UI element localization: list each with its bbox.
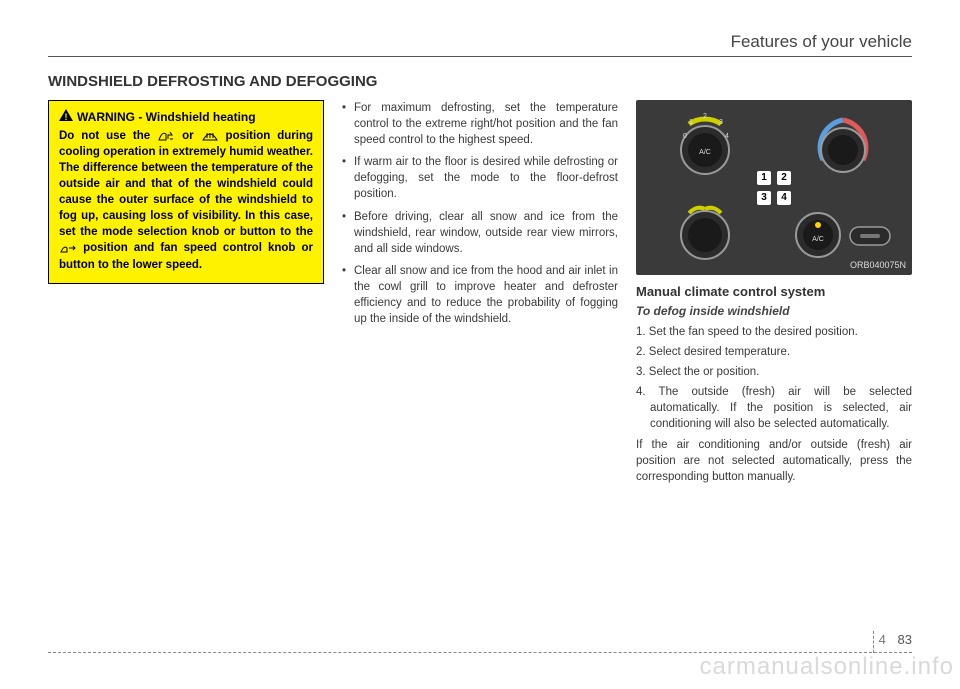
header-rule: Features of your vehicle (48, 32, 912, 57)
warning-text-3: position and fan speed control knob or b… (59, 242, 313, 270)
step-item: 3. Select the or position. (636, 364, 912, 380)
face-mode-icon (59, 243, 77, 254)
after-steps-text: If the air conditioning and/or outside (… (636, 437, 912, 485)
dial-mode: 3 (636, 188, 774, 276)
svg-text:!: ! (65, 112, 68, 121)
svg-text:0: 0 (683, 133, 687, 140)
page-number: 4 83 (879, 632, 912, 647)
dial-fan-speed: A/C 0 1 2 3 4 1 (636, 100, 774, 188)
climate-control-figure: A/C 0 1 2 3 4 1 (636, 100, 912, 275)
warning-box: ! WARNING - Windshield heating Do not us… (48, 100, 324, 284)
section-title: Features of your vehicle (731, 32, 912, 51)
floor-defrost-icon (157, 130, 175, 141)
bullet-list: For maximum defrosting, set the temperat… (342, 100, 618, 327)
warning-title-prefix: WARNING - (77, 110, 142, 124)
svg-text:1: 1 (689, 119, 693, 126)
step-item: 2. Select desired temperature. (636, 344, 912, 360)
svg-text:A/C: A/C (699, 149, 711, 156)
svg-text:A/C: A/C (812, 236, 824, 243)
figure-code: ORB040075N (850, 259, 906, 272)
warning-text-1: Do not use the (59, 130, 157, 142)
dial-label-4: 4 (777, 191, 791, 205)
column-middle: For maximum defrosting, set the temperat… (342, 100, 618, 485)
steps-list: 1. Set the fan speed to the desired posi… (636, 324, 912, 433)
step-item: 1. Set the fan speed to the desired posi… (636, 324, 912, 340)
warning-text-or: or (182, 130, 200, 142)
chapter-number: 4 (879, 632, 886, 647)
bullet-item: If warm air to the floor is desired whil… (342, 154, 618, 202)
main-heading: WINDSHIELD DEFROSTING AND DEFOGGING (48, 73, 912, 90)
footer-dotted-line-vertical (873, 631, 874, 653)
bullet-item: Clear all snow and ice from the hood and… (342, 263, 618, 327)
warning-body: Do not use the or position during coolin… (59, 128, 313, 273)
page-no: 83 (898, 632, 912, 647)
bullet-item: Before driving, clear all snow and ice f… (342, 209, 618, 257)
page-container: Features of your vehicle WINDSHIELD DEFR… (0, 0, 960, 485)
subheading-defog: To defog inside windshield (636, 303, 912, 320)
svg-text:4: 4 (725, 133, 729, 140)
subheading-manual: Manual climate control system (636, 283, 912, 301)
content-columns: ! WARNING - Windshield heating Do not us… (48, 100, 912, 485)
warning-triangle-icon: ! (59, 109, 73, 121)
bullet-item: For maximum defrosting, set the temperat… (342, 100, 618, 148)
column-right: A/C 0 1 2 3 4 1 (636, 100, 912, 485)
dial-label-2: 2 (777, 171, 791, 185)
warning-heading: ! WARNING - Windshield heating (59, 109, 313, 126)
warning-title-suffix: Windshield heating (146, 110, 256, 124)
defrost-icon (201, 130, 219, 141)
dial-label-1: 1 (757, 171, 771, 185)
dial-temperature: 2 (774, 100, 912, 188)
warning-text-2: position during cooling operation in ext… (59, 130, 313, 239)
svg-text:2: 2 (703, 113, 707, 120)
watermark-text: carmanualsonline.info (700, 653, 954, 681)
column-left: ! WARNING - Windshield heating Do not us… (48, 100, 324, 485)
warning-title: WARNING - Windshield heating (77, 109, 313, 126)
svg-text:3: 3 (719, 119, 723, 126)
dial-grid: A/C 0 1 2 3 4 1 (636, 100, 912, 275)
dial-label-3: 3 (757, 191, 771, 205)
step-item: 4. The outside (fresh) air will be selec… (636, 384, 912, 432)
